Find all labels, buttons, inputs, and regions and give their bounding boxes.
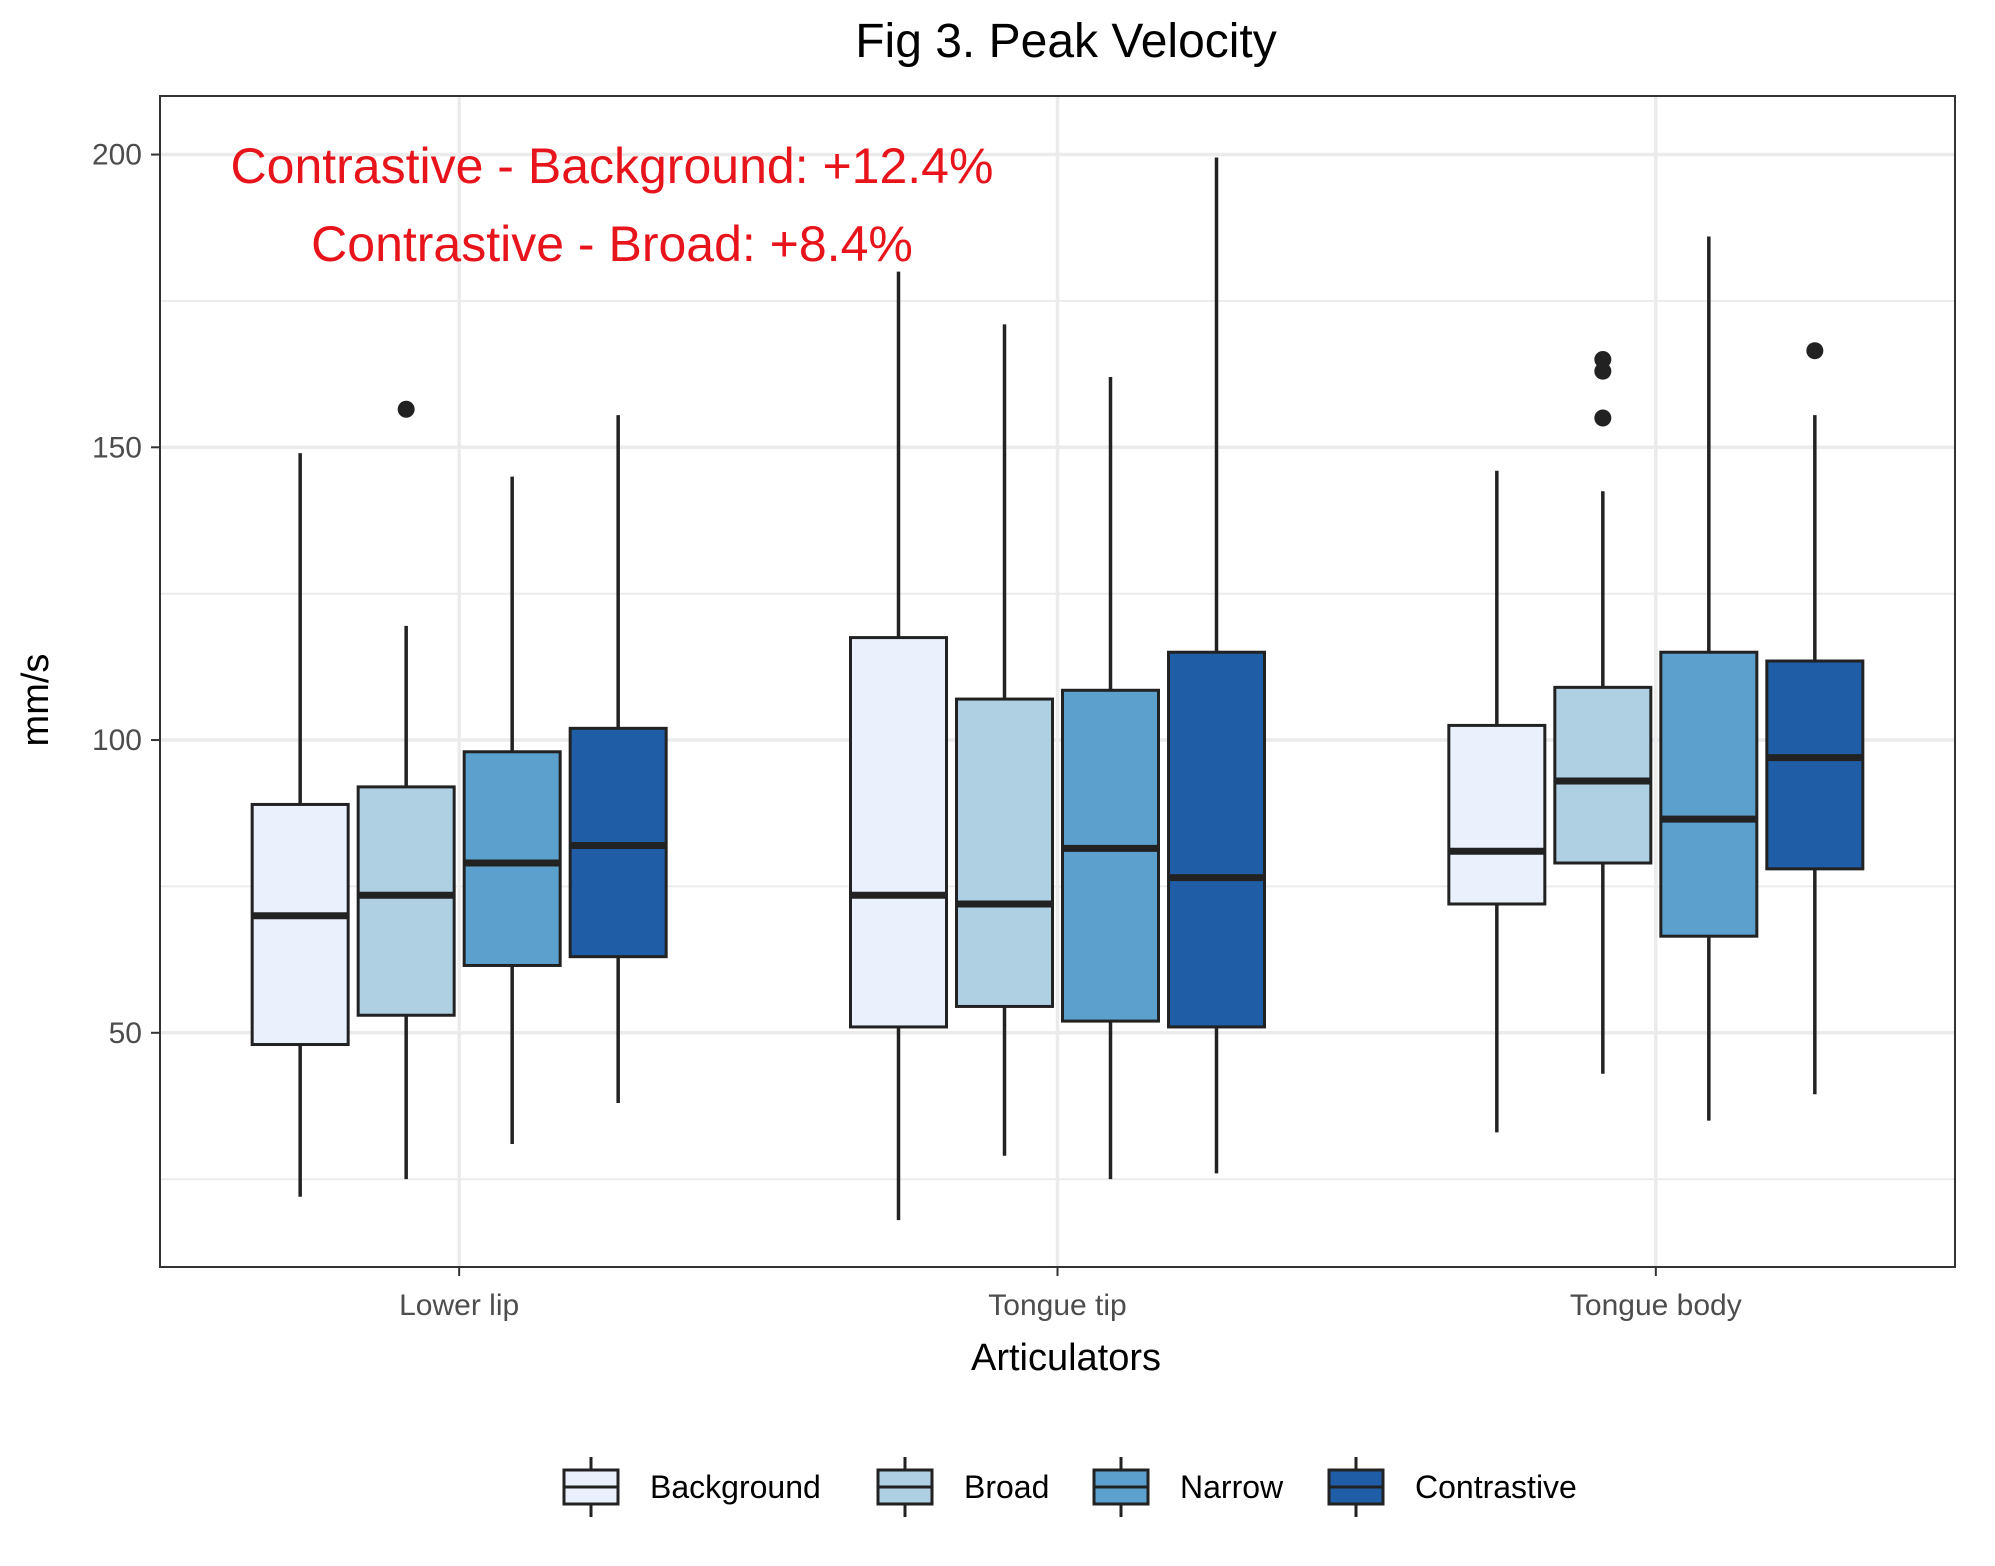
x-tick-label: Tongue body	[1570, 1289, 1742, 1322]
box-body	[849, 636, 948, 1029]
annotation-text: Contrastive - Background: +12.4%	[231, 138, 994, 194]
annotations: Contrastive - Background: +12.4% Contrast…	[231, 138, 994, 272]
box-background-lower-lip	[250, 453, 350, 1197]
y-tick-label: 100	[92, 724, 142, 757]
y-tick-label: 200	[92, 139, 142, 172]
annotation-text: Contrastive - Broad: +8.4%	[311, 216, 913, 272]
x-tick-label: Tongue tip	[988, 1289, 1126, 1322]
box-broad-tongue-body	[1553, 350, 1653, 1074]
legend-label: Contrastive	[1415, 1469, 1577, 1505]
legend-item-broad: Broad	[876, 1457, 1049, 1517]
box-contrastive-tongue-tip	[1167, 157, 1266, 1174]
box-body	[1765, 659, 1865, 871]
legend-label: Broad	[964, 1469, 1049, 1505]
box-background-tongue-body	[1447, 470, 1547, 1133]
x-tick-label: Lower lip	[399, 1289, 519, 1322]
x-axis-ticks: Lower lip Tongue tip Tongue body	[399, 1267, 1742, 1322]
box-body	[955, 697, 1054, 1008]
box-narrow-tongue-tip	[1061, 377, 1160, 1180]
box-background-tongue-tip	[849, 271, 948, 1221]
x-axis-title: Articulators	[971, 1337, 1161, 1379]
outlier-point	[397, 400, 415, 418]
gridlines	[160, 96, 1955, 1267]
outlier-point	[1594, 362, 1612, 380]
box-body	[1659, 650, 1759, 938]
y-axis-ticks: 50 100 150 200	[92, 139, 160, 1050]
box-broad-lower-lip	[356, 400, 456, 1180]
box-narrow-lower-lip	[462, 476, 562, 1145]
legend-item-background: Background	[562, 1457, 821, 1517]
box-contrastive-tongue-body	[1765, 342, 1865, 1095]
legend-item-narrow: Narrow	[1092, 1457, 1284, 1517]
outlier-point	[1806, 342, 1824, 360]
box-broad-tongue-tip	[955, 324, 1054, 1156]
box-body	[1447, 723, 1547, 906]
box-narrow-tongue-body	[1659, 236, 1759, 1121]
box-body	[462, 750, 562, 967]
box-body	[356, 785, 456, 1017]
outlier-point	[1594, 350, 1612, 368]
box-body	[250, 802, 350, 1047]
chart-title: Fig 3. Peak Velocity	[855, 15, 1277, 68]
legend: Background Broad Narrow Contrastive	[562, 1457, 1577, 1517]
y-tick-label: 150	[92, 431, 142, 464]
boxes	[250, 157, 1865, 1221]
y-axis-title: mm/s	[15, 654, 57, 747]
y-tick-label: 50	[109, 1017, 142, 1050]
outlier-point	[1594, 409, 1612, 427]
box-body	[1553, 685, 1653, 865]
box-contrastive-lower-lip	[568, 415, 668, 1104]
legend-label: Background	[650, 1469, 821, 1505]
box-body	[1061, 688, 1160, 1023]
box-body	[1167, 650, 1266, 1029]
legend-item-contrastive: Contrastive	[1327, 1457, 1577, 1517]
legend-label: Narrow	[1180, 1469, 1284, 1505]
